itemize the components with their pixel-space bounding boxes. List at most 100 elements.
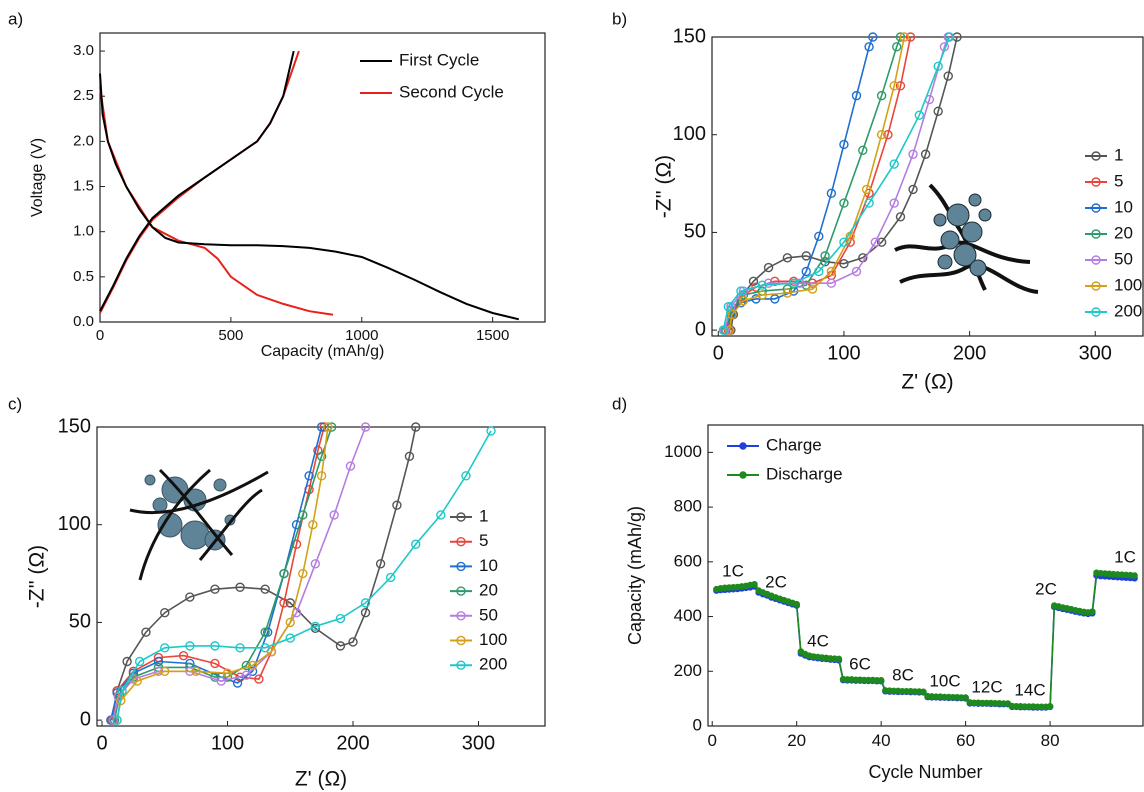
x-tick-label: 300 (462, 732, 495, 754)
data-point (876, 130, 887, 140)
data-point (411, 539, 421, 549)
data-point (185, 592, 195, 602)
data-point (122, 656, 132, 667)
legend-label: 5 (479, 531, 488, 550)
y-tick-label: 150 (673, 25, 706, 47)
data-point (210, 658, 220, 669)
annotation: 2C (1035, 579, 1057, 598)
data-point (160, 643, 170, 653)
data-point (210, 584, 220, 594)
data-point (736, 286, 746, 296)
y-tick-label: 50 (684, 221, 706, 243)
data-point (335, 641, 346, 651)
data-point (905, 32, 916, 42)
data-point (770, 276, 780, 286)
data-point (141, 627, 151, 637)
data-point (335, 613, 346, 624)
legend-marker (456, 660, 466, 670)
legend-marker (1091, 255, 1101, 265)
data-point (316, 471, 327, 481)
data-point (801, 251, 811, 261)
annotation: 2C (765, 572, 787, 591)
data-point (411, 422, 421, 432)
data-point (298, 510, 308, 520)
data-point (770, 294, 780, 304)
x-tick-label: 0 (96, 732, 107, 754)
data-point (247, 660, 258, 671)
legend-marker (456, 561, 466, 572)
data-point (348, 637, 358, 647)
y-tick-label: 800 (674, 497, 702, 516)
legend-marker (1091, 281, 1101, 291)
data-point (892, 42, 902, 52)
data-point (291, 539, 302, 549)
data-point (185, 641, 195, 651)
y-tick-label: 2.0 (73, 132, 94, 149)
data-point (117, 686, 127, 696)
data-point (345, 461, 356, 471)
y-tick-label: 50 (69, 611, 91, 633)
series-line (716, 571, 1135, 708)
y-axis-title: Capacity (mAh/g) (625, 506, 645, 645)
legend-label: 10 (479, 556, 498, 575)
data-point (801, 266, 811, 277)
data-point (310, 559, 321, 569)
y-tick-label: 0 (693, 715, 702, 734)
data-point (782, 253, 793, 263)
annotation: 8C (892, 665, 914, 684)
y-tick-label: 1.0 (73, 223, 94, 240)
data-point (782, 288, 793, 298)
legend-marker (456, 611, 466, 621)
data-point (876, 90, 887, 101)
legend-marker (1091, 151, 1101, 161)
x-tick-label: 500 (218, 327, 243, 344)
data-point (877, 677, 885, 684)
data-point (895, 212, 906, 222)
data-point (392, 500, 402, 510)
y-tick-label: 150 (58, 415, 91, 437)
x-axis-title: Cycle Number (868, 762, 982, 782)
legend-marker (1091, 307, 1101, 317)
data-point (254, 674, 264, 684)
legend-marker (456, 635, 466, 646)
x-tick-label: 200 (953, 342, 986, 364)
data-point (310, 621, 321, 632)
data-point (461, 471, 471, 481)
data-point (814, 266, 824, 277)
inset-b (894, 183, 1039, 294)
plot-frame (711, 36, 1144, 337)
annotation: 6C (849, 654, 871, 673)
data-point (944, 32, 955, 42)
data-point (232, 678, 243, 688)
data-point (241, 670, 252, 680)
data-point (889, 81, 899, 91)
legend-marker (1091, 229, 1101, 239)
series-line (728, 36, 906, 331)
data-point (291, 520, 302, 530)
data-point (868, 32, 878, 42)
y-tick-label: 200 (674, 661, 702, 680)
y-tick-label: 3.0 (73, 42, 94, 59)
plot-frame (99, 32, 546, 323)
series-line (730, 36, 958, 331)
y-axis-title: Voltage (V) (29, 138, 46, 217)
y-tick-label: 400 (674, 606, 702, 625)
y-tick-label: 1000 (664, 442, 702, 461)
data-point (757, 290, 767, 300)
series-line (727, 36, 912, 331)
data-point (178, 650, 189, 661)
legend-label: 100 (1114, 275, 1142, 294)
y-axis-title: -Z'' (Ω) (26, 545, 49, 608)
data-point (826, 278, 837, 288)
y-tick-label: 0 (80, 708, 91, 730)
data-point (933, 106, 943, 116)
data-point (883, 130, 893, 140)
plot-frame (707, 424, 1144, 727)
data-point (870, 237, 881, 247)
legend-marker (1091, 203, 1101, 213)
annotation: 1C (722, 561, 744, 580)
x-axis-title: Z' (Ω) (901, 371, 953, 394)
series-line (722, 36, 951, 331)
data-point (486, 426, 496, 436)
